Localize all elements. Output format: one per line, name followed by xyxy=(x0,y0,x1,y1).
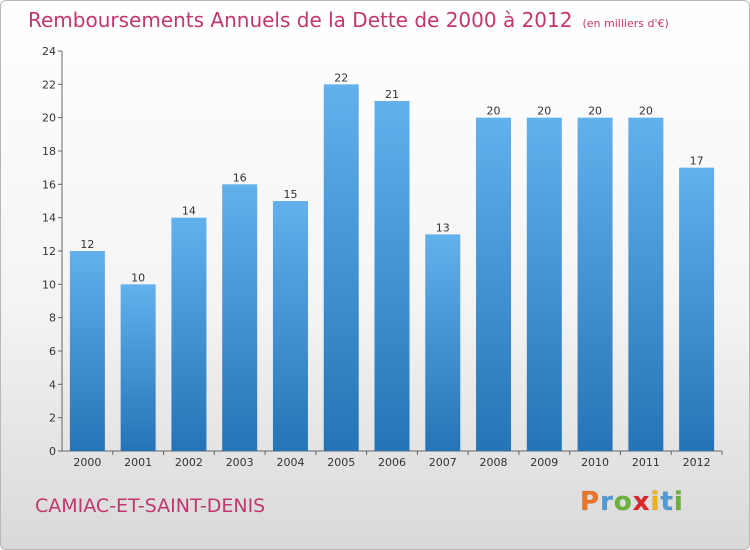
bar xyxy=(323,84,359,451)
chart-title-text: Remboursements Annuels de la Dette de 20… xyxy=(28,8,573,32)
bar-data-label: 10 xyxy=(131,271,145,284)
x-tick-label: 2004 xyxy=(276,456,304,469)
y-tick-label: 14 xyxy=(42,212,56,225)
y-tick-label: 2 xyxy=(49,412,56,425)
bar-data-label: 20 xyxy=(487,105,501,118)
bar xyxy=(69,251,105,451)
chart-title: Remboursements Annuels de la Dette de 20… xyxy=(28,8,669,32)
bar-data-label: 13 xyxy=(436,221,450,234)
bar xyxy=(577,117,613,452)
x-tick-label: 2012 xyxy=(683,456,711,469)
bar xyxy=(628,117,664,452)
y-tick-label: 6 xyxy=(49,345,56,358)
bar xyxy=(272,201,308,451)
bar xyxy=(526,117,562,452)
logo-letter: r xyxy=(600,487,614,518)
x-tick-label: 2008 xyxy=(480,456,508,469)
bar xyxy=(476,117,512,452)
bar-data-label: 16 xyxy=(233,171,247,184)
bar-data-label: 17 xyxy=(690,155,704,168)
y-tick-label: 4 xyxy=(49,378,56,391)
y-tick-label: 18 xyxy=(42,145,56,158)
y-tick-label: 12 xyxy=(42,245,56,258)
bar-data-label: 21 xyxy=(385,88,399,101)
bar-data-label: 20 xyxy=(639,105,653,118)
y-tick-label: 22 xyxy=(42,78,56,91)
y-tick-label: 10 xyxy=(42,278,56,291)
x-tick-label: 2003 xyxy=(226,456,254,469)
bar-data-label: 22 xyxy=(334,71,348,84)
bar-data-label: 20 xyxy=(537,105,551,118)
x-tick-label: 2007 xyxy=(429,456,457,469)
logo-letter: t xyxy=(660,487,674,518)
bar-data-label: 12 xyxy=(80,238,94,251)
logo-letter: x xyxy=(632,487,651,518)
logo-letter: o xyxy=(613,487,633,518)
bar xyxy=(374,101,410,451)
bar-data-label: 20 xyxy=(588,105,602,118)
y-tick-label: 16 xyxy=(42,178,56,191)
bar xyxy=(679,167,715,451)
unit-note: (en milliers d'€) xyxy=(582,17,669,30)
y-tick-label: 24 xyxy=(42,45,56,58)
logo-letter: P xyxy=(580,487,601,518)
x-tick-label: 2011 xyxy=(632,456,660,469)
y-tick-label: 20 xyxy=(42,112,56,125)
bar-data-label: 14 xyxy=(182,205,196,218)
x-tick-label: 2000 xyxy=(73,456,101,469)
bar xyxy=(120,284,156,451)
bar xyxy=(222,184,258,452)
commune-name: CAMIAC-ET-SAINT-DENIS xyxy=(35,495,266,517)
x-tick-label: 2009 xyxy=(530,456,558,469)
chart-data-labels: 12 10 14 16 15 22 21 13 20 20 20 20 17 xyxy=(80,71,703,284)
bar xyxy=(171,217,207,451)
logo-letter: i xyxy=(650,487,661,518)
x-tick-label: 2002 xyxy=(175,456,203,469)
bar xyxy=(425,234,461,451)
bar-data-label: 15 xyxy=(283,188,297,201)
x-tick-label: 2005 xyxy=(327,456,355,469)
x-tick-label: 2006 xyxy=(378,456,406,469)
x-tick-label: 2001 xyxy=(124,456,152,469)
logo-letter: i xyxy=(673,487,684,518)
chart-bars xyxy=(69,84,715,452)
x-tick-label: 2010 xyxy=(581,456,609,469)
y-tick-label: 0 xyxy=(49,445,56,458)
proxiti-logo: Proxiti xyxy=(580,487,684,518)
y-tick-label: 8 xyxy=(49,312,56,325)
